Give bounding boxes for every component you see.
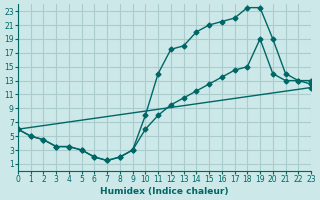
X-axis label: Humidex (Indice chaleur): Humidex (Indice chaleur) bbox=[100, 187, 229, 196]
